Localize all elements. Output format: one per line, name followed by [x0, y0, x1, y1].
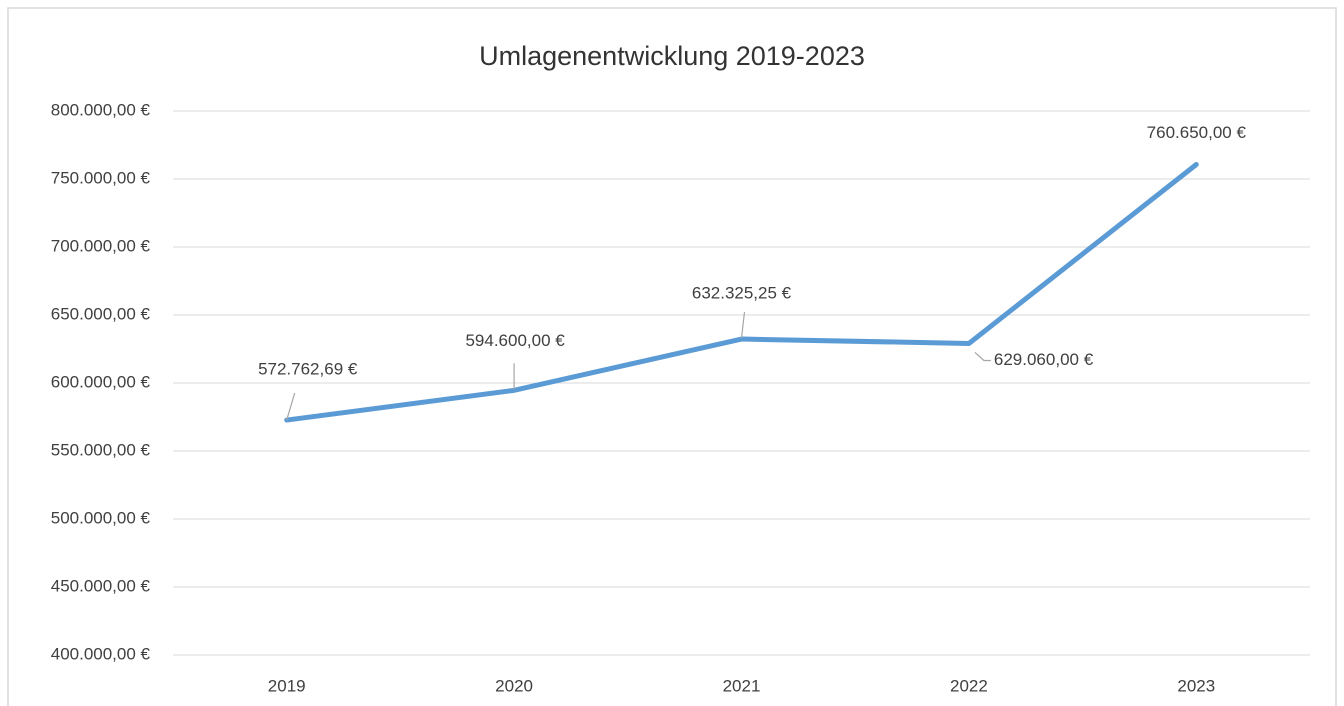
y-tick-label: 700.000,00 € [51, 236, 151, 255]
data-label: 632.325,25 € [692, 284, 792, 303]
x-tick-label: 2019 [268, 676, 306, 695]
data-label: 629.060,00 € [994, 350, 1094, 369]
y-tick-label: 650.000,00 € [51, 304, 151, 323]
data-label: 760.650,00 € [1147, 123, 1247, 142]
leader-line [286, 392, 296, 421]
x-tick-label: 2023 [1177, 676, 1215, 695]
chart-frame [7, 7, 1337, 706]
leader-line [740, 311, 746, 339]
leader-line [974, 352, 991, 362]
data-label: 594.600,00 € [465, 331, 565, 350]
chart-title: Umlagenentwicklung 2019-2023 [479, 41, 865, 71]
x-tick-label: 2020 [495, 676, 533, 695]
y-tick-label: 800.000,00 € [51, 100, 151, 119]
y-tick-label: 400.000,00 € [51, 644, 151, 663]
y-tick-label: 500.000,00 € [51, 508, 151, 527]
y-tick-label: 550.000,00 € [51, 440, 151, 459]
x-tick-label: 2021 [723, 676, 761, 695]
data-label: 572.762,69 € [258, 360, 358, 379]
y-tick-label: 600.000,00 € [51, 372, 151, 391]
x-tick-label: 2022 [950, 676, 988, 695]
y-tick-label: 450.000,00 € [51, 576, 151, 595]
data-line [284, 162, 1199, 423]
y-tick-label: 750.000,00 € [51, 168, 151, 187]
